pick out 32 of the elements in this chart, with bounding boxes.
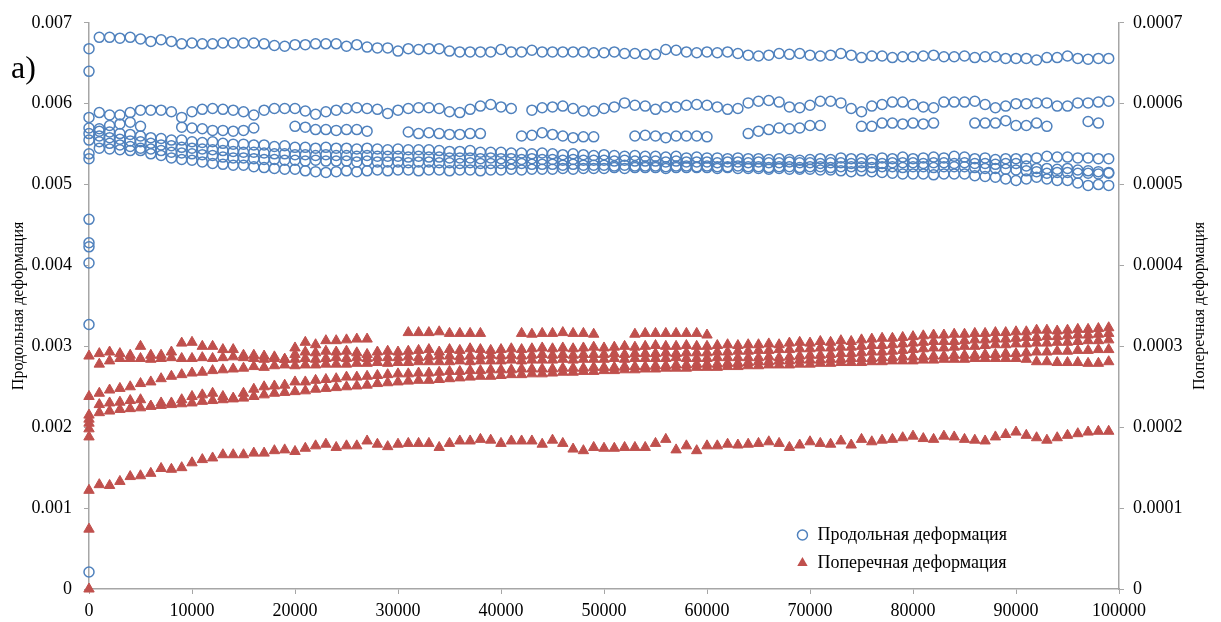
x-tick-label: 70000: [787, 599, 833, 620]
x-tick-label: 30000: [375, 599, 421, 620]
y2-tick-label: 0.0007: [1133, 11, 1183, 32]
y-tick-label: 0: [63, 577, 72, 598]
x-tick-label: 40000: [478, 599, 524, 620]
x-tick-label: 90000: [993, 599, 1039, 620]
y-tick-label: 0.005: [31, 173, 72, 194]
y2-tick-label: 0: [1133, 577, 1142, 598]
y2-tick-label: 0.0003: [1133, 335, 1183, 356]
x-tick-label: 50000: [581, 599, 627, 620]
x-tick-label: 10000: [169, 599, 215, 620]
x-tick-label: 60000: [684, 599, 730, 620]
y2-tick-label: 0.0004: [1133, 254, 1183, 275]
y2-axis-title: Поперечная деформация: [1190, 221, 1209, 390]
y-tick-label: 0.007: [31, 11, 72, 32]
text: a): [11, 49, 36, 86]
x-tick-label: 80000: [890, 599, 936, 620]
y2-tick-label: 0.0005: [1133, 173, 1183, 194]
y-tick-label: 0.003: [31, 335, 72, 356]
y-tick-label: 0.001: [31, 496, 72, 517]
legend-label: Поперечная деформация: [817, 551, 1007, 572]
y2-tick-label: 0.0001: [1133, 496, 1183, 517]
x-tick-label: 20000: [272, 599, 318, 620]
legend-label: Продольная деформация: [817, 523, 1008, 544]
y-tick-label: 0.006: [31, 92, 72, 113]
y2-tick-label: 0.0006: [1133, 92, 1183, 113]
y-tick-label: 0.002: [31, 415, 72, 436]
x-tick-label: 100000: [1092, 599, 1146, 620]
y-axis-title: Продольная деформация: [8, 221, 27, 391]
x-tick-label: 0: [84, 599, 94, 620]
y-tick-label: 0.004: [31, 254, 72, 275]
y2-tick-label: 0.0002: [1133, 415, 1183, 436]
